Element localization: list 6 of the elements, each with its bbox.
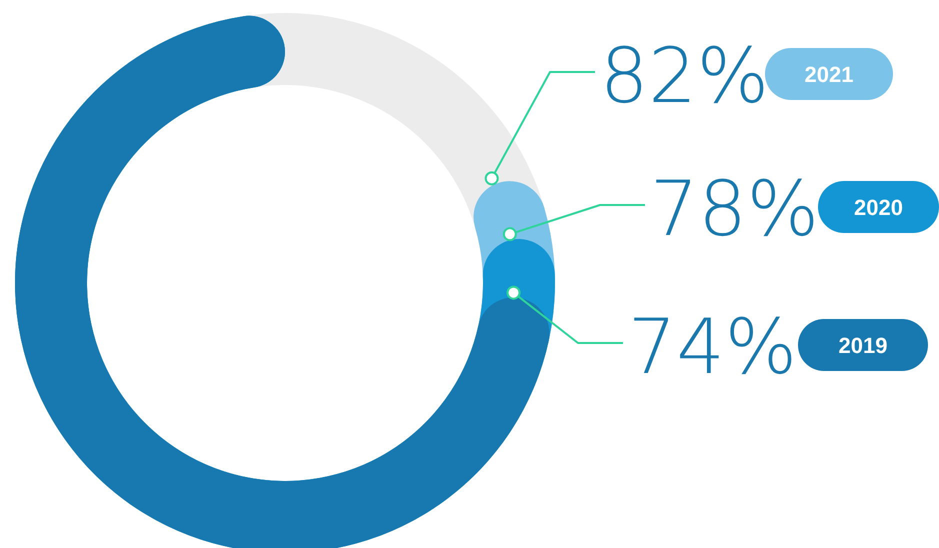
data-label: 82% [600,31,769,120]
category-label: 2019 [838,333,888,358]
data-label: 74% [628,302,797,391]
category-label: 2021 [804,62,854,87]
data-label: 78% [650,164,819,253]
category-label: 2020 [854,195,903,220]
